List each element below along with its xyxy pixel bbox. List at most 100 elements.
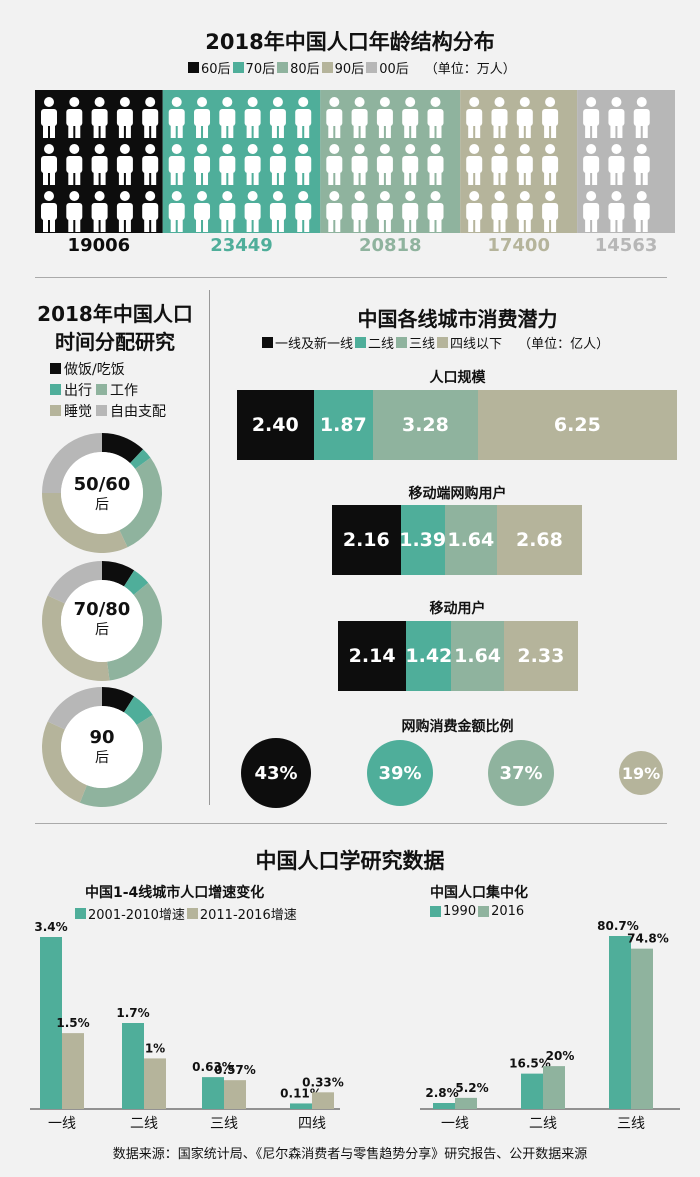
person-icon [376,97,393,138]
donut-0 [42,433,162,553]
time-legend: 做饭/吃饭 出行 工作 睡觉 自由支配 [50,360,170,423]
person-icon [351,191,368,232]
age-block-1 [162,90,321,233]
growth-category-label: 二线 [130,1116,158,1132]
growth-legend-swatch [186,908,198,919]
person-icon [351,144,368,185]
age-title: 2018年中国人口年龄结构分布 [205,30,495,54]
person-icon [219,144,236,185]
age-value-label: 20818 [359,235,422,256]
growth-bar [290,1103,312,1109]
growth-category-label: 一线 [48,1116,76,1132]
concentration-bar-label: 5.2% [455,1081,488,1095]
city-legend-swatch [396,337,408,348]
age-legend-unit: （单位：万人） [424,62,516,77]
person-icon [41,97,57,138]
growth-legend-label: 2001-2010增速 [88,908,185,923]
age-block-4 [577,90,675,233]
time-donut-charts [41,433,163,807]
person-icon [326,144,343,185]
city-bar-segment: 2.33 [503,621,578,691]
person-icon [608,97,625,138]
person-icon [376,191,393,232]
concentration-legend-swatch [430,906,441,917]
city-bar-segment: 1.64 [451,621,504,691]
age-legend-label: 90后 [334,62,365,77]
person-icon [427,97,444,138]
time-legend-row-1: 出行 工作 [50,381,170,402]
person-icon [608,144,625,185]
person-icon [295,191,312,232]
growth-bar-label: 1.5% [56,1016,89,1030]
concentration-category-label: 二线 [529,1116,557,1132]
age-block-2 [320,90,461,233]
person-icon [116,97,133,138]
person-icon [91,191,108,232]
growth-bar-label: 0.11% [280,1086,322,1100]
person-icon [516,191,533,232]
person-icon [91,97,108,138]
person-icon [427,191,444,232]
time-legend-swatch [50,405,61,416]
growth-bar-label: 0.57% [214,1063,256,1077]
donut-1 [42,561,163,681]
time-legend-swatch [96,405,107,416]
person-icon [244,144,261,185]
concentration-bar-label: 80.7% [597,919,639,933]
time-title-line1: 2018年中国人口 [37,302,193,326]
age-structure-chart: 19006 23449 20818 17400 14563 [35,90,675,256]
growth-category-label: 四线 [298,1116,326,1132]
age-block-0 [35,90,163,233]
city-bar-segment: 1.87 [313,390,374,460]
age-legend-item-3: 90后 [321,58,365,77]
concentration-bar [455,1097,477,1109]
person-icon [491,144,508,185]
city-legend-swatch [355,337,367,348]
person-icon [402,97,419,138]
growth-bar-label: 3.4% [34,920,67,934]
person-icon [269,97,286,138]
city-bar-title: 移动端网购用户 [408,486,507,502]
time-legend-label: 出行 [64,383,92,399]
donut-slice [79,714,163,807]
age-legend-swatch [232,62,244,73]
concentration-bar-label: 20% [546,1049,575,1063]
growth-bar [40,937,62,1109]
donut-slice [47,687,102,730]
age-legend-swatch [366,62,378,73]
person-icon [402,144,419,185]
person-icon [194,191,211,232]
age-legend-item-4: 00后 [366,58,409,77]
concentration-bar [609,936,631,1109]
city-bar-segment: 2.68 [496,505,582,575]
donut-slice [130,449,151,469]
person-icon [269,144,286,185]
person-icon [633,144,650,185]
donut-2 [41,687,163,807]
age-value-label: 19006 [68,235,131,256]
growth-bar [312,1092,334,1109]
growth-title: 中国1-4线城市人口增速变化 [85,885,265,901]
city-bar-segment: 3.28 [373,390,478,460]
demography-charts: 3.4% 1.5% 一线 1.7% 1% 二线 0.63%0.57% 三线 0.11%0.33%… [30,919,680,1132]
concentration-bar-label: 16.5% [509,1057,551,1071]
person-icon [583,144,600,185]
person-icon [41,144,57,185]
concentration-title: 中国人口集中化 [430,885,528,901]
concentration-category-label: 三线 [617,1116,645,1132]
city-legend-swatch [437,337,449,348]
time-legend-swatch [50,384,61,395]
city-title: 中国各线城市消费潜力 [357,307,558,331]
time-legend-label: 自由支配 [110,404,166,420]
time-legend-label: 做饭/吃饭 [64,362,125,378]
growth-bar [202,1077,224,1109]
age-legend-label: 60后 [201,62,231,77]
city-bar-segment: 6.25 [477,390,677,460]
person-icon [633,97,650,138]
person-icon [219,97,236,138]
city-share-circle: 37% [488,740,554,806]
city-legend-unit: （单位：亿人） [518,337,610,352]
age-value-label: 23449 [210,235,273,256]
city-share-circle: 43% [241,738,311,808]
person-icon [466,144,483,185]
